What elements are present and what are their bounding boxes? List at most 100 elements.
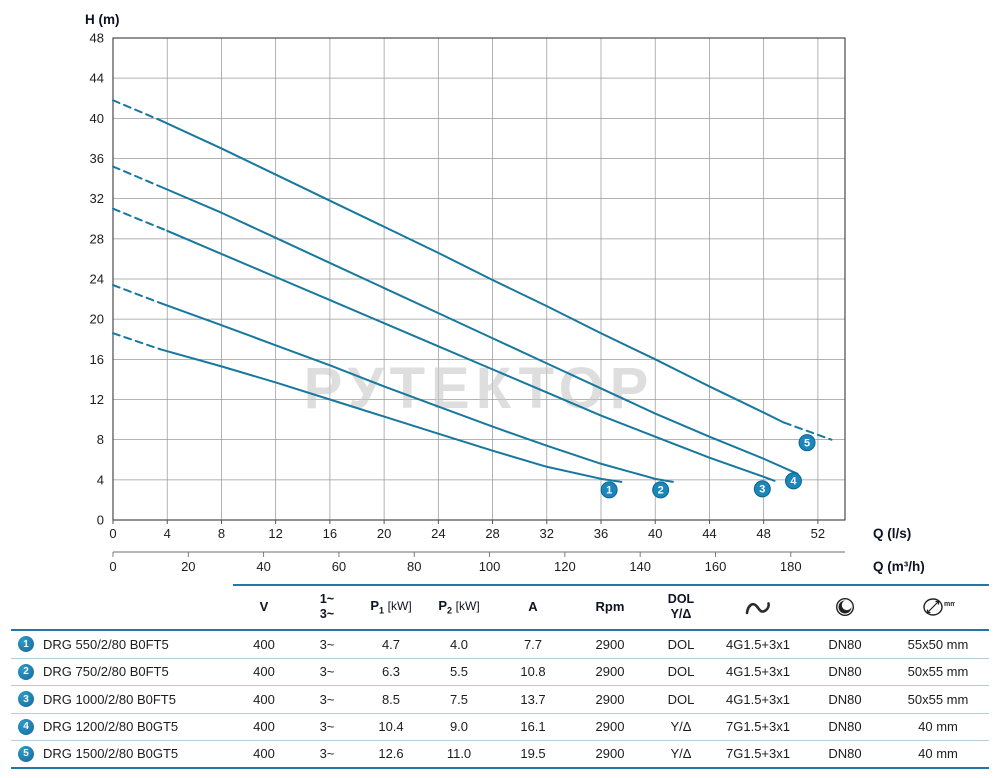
- phase-value: 3~: [319, 746, 335, 762]
- x-tick-label: 40: [648, 526, 662, 541]
- pump-curve-1: [159, 348, 623, 483]
- table-row: 3 DRG 1000/2/80 B0FT5 400 3~ 8.5 7.5 13.…: [11, 686, 989, 714]
- starting-method-value: DOL: [667, 636, 695, 652]
- impeller-header: [803, 597, 887, 617]
- curve-number-label: 1: [606, 485, 612, 497]
- x-tick-label: 8: [218, 526, 225, 541]
- phase-value: 3~: [319, 691, 335, 707]
- starting-method-value: DOL: [667, 664, 695, 680]
- p1-power-value: 6.3: [381, 664, 401, 680]
- p1-subscript: 1: [379, 605, 385, 616]
- table-row: 5 DRG 1500/2/80 B0GT5 400 3~ 12.6 11.0 1…: [11, 741, 989, 769]
- cable-icon: [745, 601, 770, 614]
- x-tick-label: 32: [540, 526, 554, 541]
- curve-number-label: 4: [790, 476, 797, 488]
- curve-number-badge: [600, 481, 618, 499]
- curve-badges: 1 2 3 4 5: [600, 434, 816, 499]
- specification-table: V 1~ 3~ P1 [kW] P2 [kW] A Rpm DOL Y/Δ: [11, 584, 989, 769]
- cable-spec-value: 4G1.5+3x1: [726, 664, 790, 680]
- outlet-dn-value: DN80: [828, 691, 862, 707]
- p2-power-value: 5.5: [449, 664, 469, 680]
- x2-tick-label: 180: [780, 559, 802, 574]
- x-tick-label: 36: [594, 526, 608, 541]
- y-tick-label: 20: [90, 312, 104, 327]
- curve-number-badge: [652, 481, 670, 499]
- starting-method-line1: DOL: [667, 592, 695, 607]
- x2-tick-label: 120: [554, 559, 576, 574]
- voltage-value: 400: [253, 664, 275, 680]
- starting-method-header: DOL Y/Δ: [649, 592, 713, 621]
- x-axis-secondary-title: Q (m³/h): [873, 559, 925, 574]
- x2-tick-label: 60: [332, 559, 346, 574]
- model-cell: 5 DRG 1500/2/80 B0GT5: [11, 745, 233, 762]
- curve-number-label: 5: [804, 437, 810, 449]
- impeller-icon: [835, 597, 855, 616]
- pump-model-name: DRG 1000/2/80 B0FT5: [43, 691, 176, 707]
- pump-model-name: DRG 1200/2/80 B0GT5: [43, 719, 179, 735]
- x-tick-label: 0: [109, 526, 116, 541]
- y-tick-label: 40: [90, 111, 104, 126]
- x2-tick-label: 140: [629, 559, 651, 574]
- voltage-value: 400: [253, 636, 275, 652]
- free-passage-value: 55x50 mm: [907, 636, 969, 652]
- pump-curve-2: [159, 302, 674, 483]
- phase-value: 3~: [319, 636, 335, 652]
- table-row: 4 DRG 1200/2/80 B0GT5 400 3~ 10.4 9.0 16…: [11, 714, 989, 741]
- phase-value: 3~: [319, 664, 335, 680]
- voltage-value: 400: [253, 746, 275, 762]
- cable-header: [713, 597, 803, 617]
- p2-header: P2 [kW]: [423, 598, 495, 616]
- voltage-header: V: [259, 599, 269, 614]
- table-row: 1 DRG 550/2/80 B0FT5 400 3~ 4.7 4.0 7.7 …: [11, 631, 989, 659]
- p2-unit: [kW]: [455, 598, 480, 613]
- x-tick-label: 52: [811, 526, 825, 541]
- rpm-value: 2900: [595, 746, 625, 762]
- model-cell: 1 DRG 550/2/80 B0FT5: [11, 636, 233, 653]
- p1-unit: [kW]: [387, 598, 412, 613]
- rpm-value: 2900: [595, 636, 625, 652]
- y-tick-label: 36: [90, 151, 104, 166]
- y-tick-label: 12: [90, 392, 104, 407]
- model-cell: 2 DRG 750/2/80 B0FT5: [11, 663, 233, 680]
- curves: [112, 99, 833, 483]
- x2-tick-label: 0: [109, 559, 116, 574]
- curve-number-badge: [784, 472, 802, 490]
- p2-symbol: P: [438, 597, 448, 613]
- x-tick-label: 24: [431, 526, 445, 541]
- p2-subscript: 2: [447, 605, 453, 616]
- pump-curve-5: [112, 99, 162, 122]
- y-tick-label: 28: [90, 231, 104, 246]
- pump-performance-chart: 0 4 8 12 16 20 24 28 32 36 40 44 48 0 4 8 12 16 20 24 28 32 36…: [85, 12, 925, 574]
- outlet-dn-value: DN80: [828, 636, 862, 652]
- starting-method-value: Y/Δ: [670, 746, 692, 762]
- pump-curve-1: [112, 332, 162, 351]
- current-value: 19.5: [520, 746, 546, 762]
- cable-spec-value: 7G1.5+3x1: [726, 719, 790, 735]
- free-passage-icon: mm: [923, 597, 955, 616]
- p1-header: P1 [kW]: [359, 598, 423, 616]
- x2-tick-label: 160: [705, 559, 727, 574]
- free-passage-unit-label: mm: [944, 601, 955, 608]
- x-tick-label: 28: [485, 526, 499, 541]
- current-value: 7.7: [523, 636, 543, 652]
- x-axis-primary-title: Q (l/s): [873, 526, 911, 541]
- p2-power-value: 7.5: [449, 691, 469, 707]
- pump-curve-5: [783, 421, 833, 441]
- current-value: 10.8: [520, 664, 546, 680]
- y-tick-label: 16: [90, 352, 104, 367]
- pump-curve-3: [166, 229, 776, 482]
- curve-number-badge: [798, 434, 816, 452]
- free-passage-value: 40 mm: [918, 746, 958, 762]
- x-tick-label: 16: [323, 526, 337, 541]
- x-tick-label: 4: [164, 526, 171, 541]
- pump-model-name: DRG 550/2/80 B0FT5: [43, 636, 169, 652]
- y-tick-label: 0: [97, 513, 104, 528]
- phase-value: 3~: [319, 719, 335, 735]
- x2-tick-label: 100: [479, 559, 501, 574]
- current-header: A: [528, 599, 538, 614]
- y-axis-title: H (m): [85, 12, 120, 27]
- curve-number-badge: [753, 480, 771, 498]
- phase-header-line1: 1~: [319, 592, 335, 607]
